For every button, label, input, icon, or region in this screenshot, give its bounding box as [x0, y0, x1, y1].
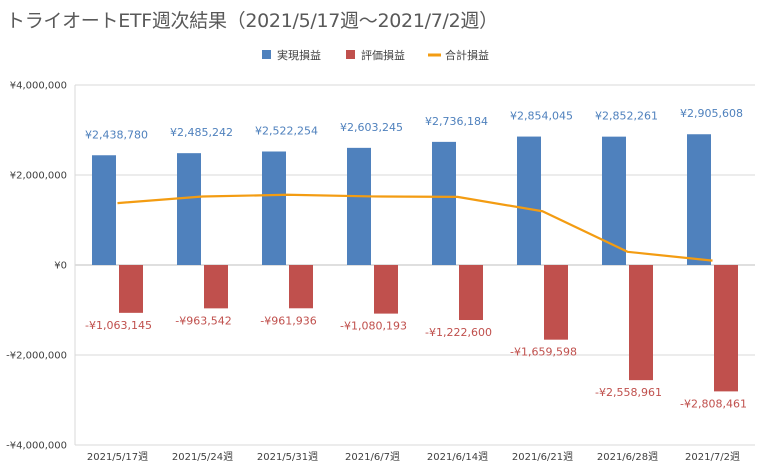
- y-tick-label: ¥4,000,000: [10, 81, 67, 92]
- bar-realized: [602, 136, 626, 265]
- x-tick-label: 2021/6/14週: [427, 451, 488, 463]
- data-label-realized: ¥2,522,254: [255, 124, 318, 137]
- y-tick-label: -¥2,000,000: [6, 351, 67, 362]
- data-label-unrealized: -¥961,936: [260, 314, 316, 327]
- bar-realized: [517, 136, 541, 265]
- line-total: [117, 193, 713, 262]
- x-tick-label: 2021/6/21週: [512, 451, 573, 463]
- data-label-realized: ¥2,736,184: [425, 115, 488, 128]
- total-line: [117, 193, 713, 262]
- data-label-realized: ¥2,854,045: [510, 110, 573, 123]
- legend-label: 評価損益: [361, 48, 405, 62]
- data-label-unrealized: -¥963,542: [175, 314, 231, 327]
- data-label-realized: ¥2,905,608: [680, 107, 743, 120]
- y-tick-label: ¥2,000,000: [10, 171, 67, 182]
- legend-swatch: [346, 50, 355, 59]
- data-label-unrealized: -¥1,659,598: [510, 346, 577, 359]
- x-tick-label: 2021/5/17週: [87, 451, 148, 463]
- data-labels: ¥2,438,780 -¥1,063,145 ¥2,485,242 -¥963,542…: [85, 107, 747, 410]
- bar-realized: [177, 153, 201, 265]
- bar-realized: [347, 147, 371, 265]
- data-label-realized: ¥2,485,242: [170, 126, 233, 139]
- x-axis: 2021/5/17週 2021/5/24週 2021/5/31週 2021/6/7週 2…: [87, 451, 740, 463]
- legend-label: 実現損益: [277, 48, 321, 62]
- bar-unrealized: [714, 265, 738, 392]
- legend-label: 合計損益: [445, 48, 489, 62]
- data-label-unrealized: -¥2,808,461: [680, 397, 747, 410]
- bar-unrealized: [629, 265, 653, 381]
- data-label-unrealized: -¥1,063,145: [85, 319, 152, 332]
- y-tick-label: ¥0: [54, 261, 67, 272]
- data-label-unrealized: -¥1,080,193: [340, 320, 407, 333]
- y-tick-label: -¥4,000,000: [6, 441, 67, 452]
- bar-unrealized: [459, 265, 483, 321]
- legend-swatch: [262, 50, 271, 59]
- data-label-unrealized: -¥2,558,961: [595, 386, 662, 399]
- bar-unrealized: [119, 265, 143, 313]
- x-tick-label: 2021/5/31週: [257, 451, 318, 463]
- bar-realized: [432, 141, 456, 265]
- bar-realized: [92, 155, 116, 265]
- bar-realized: [687, 134, 711, 265]
- bars: [92, 134, 738, 392]
- x-tick-label: 2021/6/7週: [345, 451, 400, 463]
- bar-unrealized: [289, 265, 313, 309]
- x-tick-label: 2021/6/28週: [597, 451, 658, 463]
- bar-unrealized: [374, 265, 398, 314]
- bar-realized: [262, 151, 286, 265]
- data-label-unrealized: -¥1,222,600: [425, 326, 492, 339]
- data-label-realized: ¥2,438,780: [85, 128, 148, 141]
- legend: 実現損益 評価損益 合計損益: [262, 48, 489, 62]
- data-label-realized: ¥2,852,261: [595, 110, 658, 123]
- x-tick-label: 2021/7/2週: [685, 451, 740, 463]
- bar-unrealized: [544, 265, 568, 340]
- chart-title: トライオートETF週次結果（2021/5/17週～2021/7/2週）: [6, 10, 498, 32]
- bar-unrealized: [204, 265, 228, 309]
- y-axis: ¥4,000,000 ¥2,000,000 ¥0 -¥2,000,000 -¥4,000…: [6, 81, 67, 452]
- x-tick-label: 2021/5/24週: [172, 451, 233, 463]
- data-label-realized: ¥2,603,245: [340, 121, 403, 134]
